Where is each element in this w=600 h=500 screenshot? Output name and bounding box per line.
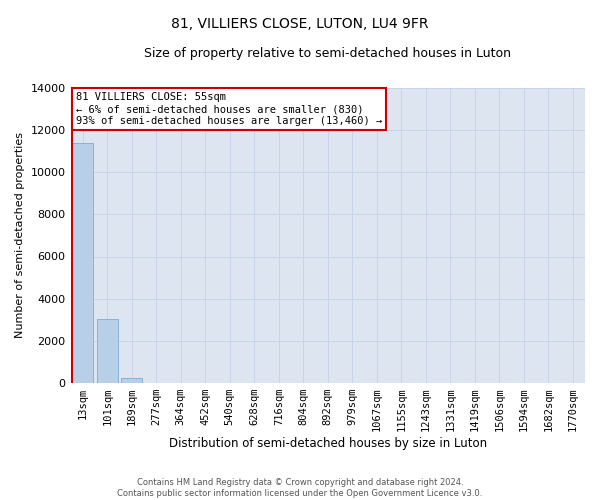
X-axis label: Distribution of semi-detached houses by size in Luton: Distribution of semi-detached houses by … — [169, 437, 487, 450]
Text: 81, VILLIERS CLOSE, LUTON, LU4 9FR: 81, VILLIERS CLOSE, LUTON, LU4 9FR — [171, 18, 429, 32]
Title: Size of property relative to semi-detached houses in Luton: Size of property relative to semi-detach… — [144, 48, 511, 60]
Text: Contains HM Land Registry data © Crown copyright and database right 2024.
Contai: Contains HM Land Registry data © Crown c… — [118, 478, 482, 498]
Text: 81 VILLIERS CLOSE: 55sqm
← 6% of semi-detached houses are smaller (830)
93% of s: 81 VILLIERS CLOSE: 55sqm ← 6% of semi-de… — [76, 92, 382, 126]
Y-axis label: Number of semi-detached properties: Number of semi-detached properties — [15, 132, 25, 338]
Bar — [97, 318, 118, 383]
Bar — [121, 378, 142, 383]
Bar — [73, 143, 93, 383]
